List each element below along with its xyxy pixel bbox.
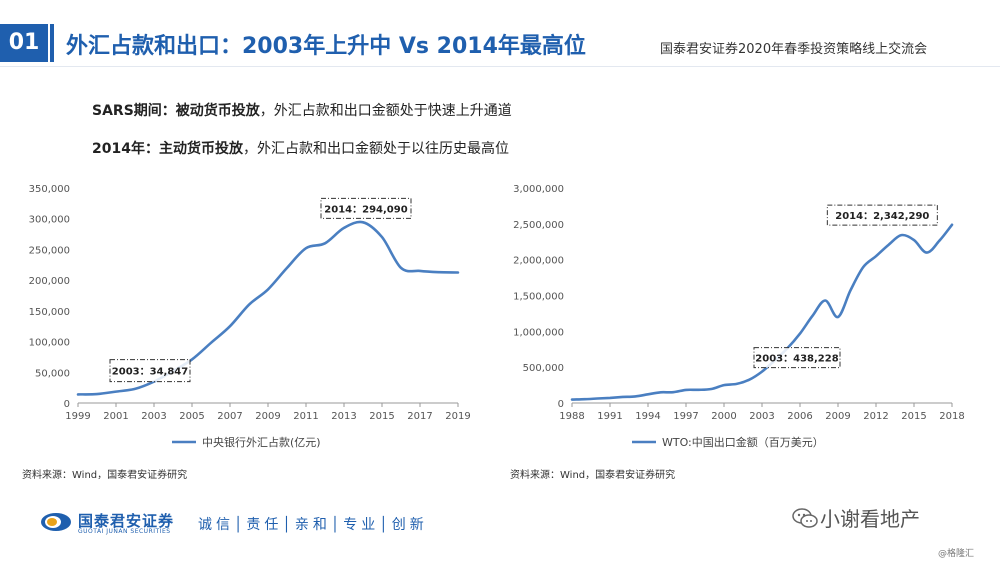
y-tick-label: 300,000 <box>29 215 70 226</box>
annotation-box <box>109 359 191 383</box>
annotation-box <box>320 197 412 219</box>
point-2-label: 2014年：主动货币投放 <box>92 141 243 157</box>
x-tick-label: 2007 <box>217 411 242 422</box>
x-tick-label: 2018 <box>939 411 964 422</box>
legend-label: WTO:中国出口金额（百万美元） <box>662 435 824 449</box>
y-tick-label: 2,000,000 <box>513 256 564 267</box>
annotation-label: 2003：34,847 <box>112 367 188 378</box>
x-tick-label: 2009 <box>825 411 850 422</box>
point-1: SARS期间：被动货币投放，外汇占款和出口金额处于快速上升通道 <box>92 100 512 120</box>
source-note-right: 资料来源：Wind，国泰君安证券研究 <box>510 470 676 481</box>
x-tick-label: 2003 <box>141 411 166 422</box>
point-2-text: ，外汇占款和出口金额处于以往历史最高位 <box>242 141 509 157</box>
legend-label: 中央银行外汇占款(亿元) <box>202 435 321 449</box>
series-line <box>570 223 954 401</box>
x-tick-label: 2015 <box>369 411 394 422</box>
x-tick-label: 1997 <box>673 411 698 422</box>
y-tick-label: 1,500,000 <box>513 292 564 303</box>
x-tick-label: 2006 <box>787 411 812 422</box>
y-tick-label: 0 <box>558 399 564 410</box>
series-line <box>76 220 460 396</box>
credit-text: @格隆汇 <box>938 549 975 559</box>
x-tick-label: 2001 <box>103 411 128 422</box>
y-tick-label: 100,000 <box>29 338 70 349</box>
x-tick-label: 2012 <box>863 411 888 422</box>
y-tick-label: 150,000 <box>29 307 70 318</box>
y-tick-label: 1,000,000 <box>513 327 564 338</box>
y-tick-label: 0 <box>64 399 70 410</box>
annotation-label: 2014：2,342,290 <box>835 211 929 222</box>
x-tick-label: 2009 <box>255 411 280 422</box>
logo-text-cn: 国泰君安证券 <box>78 512 175 530</box>
y-tick-label: 200,000 <box>29 276 70 287</box>
annotation-label: 2003：438,228 <box>755 354 838 365</box>
annotation-box <box>753 347 841 369</box>
y-tick-label: 250,000 <box>29 245 70 256</box>
x-tick-label: 2005 <box>179 411 204 422</box>
x-tick-label: 1999 <box>65 411 90 422</box>
company-motto: 诚信│责任│亲和│专业│创新 <box>198 517 428 533</box>
y-tick-label: 350,000 <box>29 184 70 195</box>
header-bar <box>0 0 1000 68</box>
logo-text-en: GUOTAI JUNAN SECURITIES <box>78 528 171 535</box>
x-tick-label: 1988 <box>559 411 584 422</box>
watermark-text: 小谢看地产 <box>820 507 920 531</box>
source-note-left: 资料来源：Wind，国泰君安证券研究 <box>22 470 188 481</box>
header-divider <box>0 66 1000 67</box>
y-tick-label: 500,000 <box>523 363 564 374</box>
annotation-label: 2014：294,090 <box>324 204 407 215</box>
y-tick-label: 50,000 <box>35 368 70 379</box>
y-tick-label: 2,500,000 <box>513 220 564 231</box>
page-title: 外汇占款和出口：2003年上升中 Vs 2014年最高位 <box>66 34 586 59</box>
x-tick-label: 1991 <box>597 411 622 422</box>
chart-fx-reserves: 0 50,000 100,000 150,000 200,000 250,000 300,0… <box>29 184 471 449</box>
x-tick-label: 2003 <box>749 411 774 422</box>
x-tick-label: 2015 <box>901 411 926 422</box>
wechat-icon <box>792 508 818 528</box>
section-divider <box>50 24 54 62</box>
x-tick-label: 1994 <box>635 411 660 422</box>
y-tick-label: 3,000,000 <box>513 184 564 195</box>
point-2: 2014年：主动货币投放，外汇占款和出口金额处于以往历史最高位 <box>92 138 509 158</box>
point-1-text: ，外汇占款和出口金额处于快速上升通道 <box>259 103 512 119</box>
x-tick-label: 2011 <box>293 411 318 422</box>
x-tick-label: 2000 <box>711 411 736 422</box>
point-1-label: SARS期间：被动货币投放 <box>92 103 260 119</box>
section-number: 01 <box>0 24 48 62</box>
x-tick-label: 2019 <box>445 411 470 422</box>
company-logo-icon <box>41 513 71 531</box>
brand-text: 国泰君安证券2020年春季投资策略线上交流会 <box>660 42 928 57</box>
chart-exports: 0 500,000 1,000,000 1,500,000 2,000,000 2,500… <box>513 184 965 449</box>
x-tick-label: 2013 <box>331 411 356 422</box>
x-tick-label: 2017 <box>407 411 432 422</box>
